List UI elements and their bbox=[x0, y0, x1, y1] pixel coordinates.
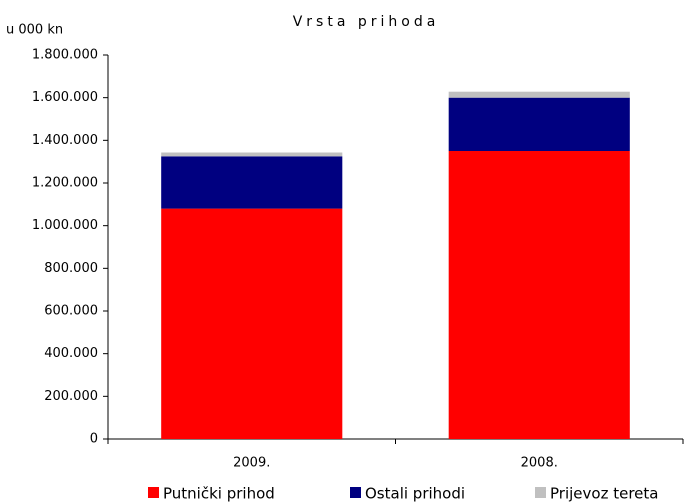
bar-segment bbox=[161, 152, 343, 157]
y-tick-label: 600.000 bbox=[44, 304, 98, 319]
y-tick-label: 400.000 bbox=[44, 346, 98, 361]
y-tick-label: 1.000.000 bbox=[32, 218, 98, 233]
bar-segment bbox=[161, 208, 343, 439]
x-tick-label: 2009. bbox=[233, 456, 270, 471]
x-tick-label: 2008. bbox=[521, 456, 558, 471]
y-tick-label: 1.600.000 bbox=[32, 90, 98, 105]
legend-swatch bbox=[148, 487, 159, 498]
y-tick-label: 200.000 bbox=[44, 389, 98, 404]
y-tick-label: 1.400.000 bbox=[32, 133, 98, 148]
y-tick-label: 0 bbox=[90, 432, 98, 447]
bar-segment bbox=[448, 97, 630, 151]
y-tick-label: 1.200.000 bbox=[32, 176, 98, 191]
legend-swatch bbox=[535, 487, 546, 498]
legend-swatch bbox=[350, 487, 361, 498]
bar-segment bbox=[448, 151, 630, 439]
legend-label: Putnički prihod bbox=[163, 485, 275, 503]
bar-segment bbox=[161, 156, 343, 209]
bar-segment bbox=[448, 91, 630, 98]
y-tick-label: 1.800.000 bbox=[32, 48, 98, 63]
y-axis-label: u 000 kn bbox=[6, 23, 63, 38]
y-tick-label: 800.000 bbox=[44, 261, 98, 276]
legend-label: Ostali prihodi bbox=[365, 485, 465, 503]
legend-label: Prijevoz tereta bbox=[550, 485, 658, 503]
chart-title: Vrsta prihoda bbox=[293, 14, 440, 30]
